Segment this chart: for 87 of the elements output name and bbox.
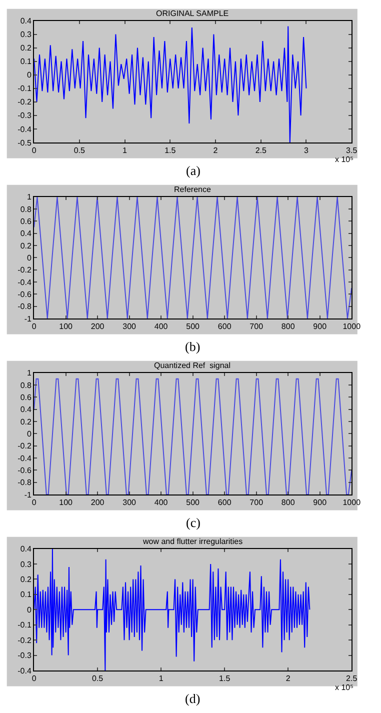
x-tick-label: 700 [250,498,264,508]
y-tick-label: 0.4 [20,544,32,554]
x-tick-label: 2.5 [346,674,358,684]
x-axis-title: x 10⁵ [335,683,354,692]
y-tick-label: 0.2 [20,44,32,53]
line-series [34,196,352,318]
chart-title: wow and flutter irregularities [142,537,243,546]
y-tick-label: -0.2 [18,266,32,275]
x-tick-label: 300 [122,498,137,508]
y-tick-label: -0.3 [18,651,32,660]
y-tick-label: -0.2 [18,442,32,451]
x-tick-label: 2 [286,674,291,684]
x-tick-label: 1.5 [164,146,176,156]
x-tick-label: 900 [313,498,328,508]
y-tick-label: -0.6 [18,290,32,299]
x-tick-label: 1 [122,146,128,156]
y-tick-label: 0.8 [20,204,32,214]
y-tick-label: 0 [26,253,32,262]
y-tick-label: 0.2 [20,417,32,426]
x-tick-label: 700 [250,322,264,332]
x-tick-label: 800 [281,498,296,508]
y-tick-label: 0.6 [20,392,32,402]
y-tick-label: -0.1 [18,84,32,94]
y-tick-label: 1 [26,368,32,378]
x-tick-label: 200 [90,498,105,508]
x-tick-label: 3.5 [346,146,358,156]
x-tick-label: 500 [186,322,200,332]
line-series [34,548,310,670]
y-tick-label: -0.2 [18,98,32,107]
chart-title: Quantized Ref signal [154,361,231,370]
text: (d) [185,691,200,706]
y-tick-label: 0.1 [20,590,32,600]
x-tick-label: 1.5 [219,674,231,684]
x-tick-label: 100 [59,498,74,508]
text: (c) [186,515,200,530]
x-tick-label: 800 [281,322,296,332]
y-tick-label: 0.4 [20,405,32,414]
line-series [34,26,307,142]
text: (a) [186,163,200,178]
y-tick-label: -0.3 [18,111,32,120]
x-tick-label: 500 [186,498,200,508]
y-tick-label: -0.6 [18,466,32,475]
x-tick-label: 1000 [342,498,362,508]
y-tick-label: 0 [26,70,32,80]
y-tick-label: 0.3 [20,30,32,40]
x-tick-label: 0.5 [92,674,104,684]
y-tick-label: -0.4 [18,454,32,463]
y-tick-label: -0.8 [18,478,32,488]
y-tick-label: -0.2 [18,636,32,645]
y-tick-label: -0.5 [18,138,32,148]
y-tick-label: -1 [24,490,32,500]
y-tick-label: -0.8 [18,302,32,312]
x-tick-label: 400 [154,498,168,508]
text: (b) [185,339,200,354]
y-tick-label: -0.4 [18,666,32,676]
y-tick-label: 0.8 [20,380,32,390]
line-series [34,378,352,494]
y-tick-label: -1 [24,314,32,324]
x-tick-label: 200 [90,322,105,332]
y-tick-label: 0.4 [20,229,32,238]
chart-title: ORIGINAL SAMPLE [156,9,229,18]
y-tick-label: 0 [26,429,32,438]
x-tick-label: 1 [158,674,164,684]
x-tick-label: 1000 [342,322,362,332]
x-tick-label: 0.5 [74,146,86,156]
x-tick-label: 2.5 [255,146,267,156]
x-tick-label: 100 [59,322,74,332]
y-tick-label: -0.4 [18,278,32,287]
y-tick-label: 0.6 [20,216,32,226]
y-tick-label: 0.4 [20,16,32,26]
y-tick-label: 0.3 [20,560,32,569]
x-tick-label: 400 [154,322,168,332]
y-tick-label: -0.4 [18,124,32,134]
y-tick-label: 1 [26,192,32,202]
x-tick-label: 600 [218,322,232,332]
y-tick-label: 0.2 [20,241,32,250]
y-tick-label: 0.2 [20,575,32,584]
x-tick-label: 3 [304,146,310,156]
chart-title: Reference [174,185,212,194]
y-tick-label: 0.1 [20,57,32,66]
x-tick-label: 900 [313,322,328,332]
x-tick-label: 2 [213,146,218,156]
x-tick-label: 600 [218,498,232,508]
x-tick-label: 300 [122,322,137,332]
y-tick-label: 0 [26,605,32,614]
x-axis-title: x 10⁵ [335,155,354,164]
y-tick-label: -0.1 [18,620,32,630]
